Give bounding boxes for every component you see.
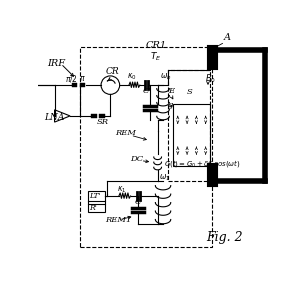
Text: $\omega_1$: $\omega_1$ bbox=[159, 172, 170, 182]
Text: CR: CR bbox=[106, 67, 119, 76]
Text: A: A bbox=[224, 33, 230, 43]
Text: Fig. 2: Fig. 2 bbox=[206, 231, 243, 244]
Bar bbox=[168, 70, 210, 181]
Text: $\pi$: $\pi$ bbox=[79, 74, 86, 83]
Text: R': R' bbox=[89, 204, 97, 212]
Text: $\kappa_0$: $\kappa_0$ bbox=[128, 71, 137, 82]
Text: $T_E$: $T_E$ bbox=[150, 51, 161, 63]
Text: $G(t) = G_0 + \delta Gcos(\omega t)$: $G(t) = G_0 + \delta Gcos(\omega t)$ bbox=[164, 158, 240, 170]
Text: CR1: CR1 bbox=[146, 41, 167, 50]
Text: REM: REM bbox=[115, 129, 136, 137]
Text: IRF: IRF bbox=[48, 59, 66, 68]
Bar bbox=[173, 104, 210, 166]
Text: E: E bbox=[168, 87, 174, 95]
Text: LNA: LNA bbox=[44, 113, 64, 122]
Bar bbox=[88, 191, 105, 201]
Text: REM1: REM1 bbox=[105, 216, 131, 224]
Text: DC: DC bbox=[130, 155, 144, 163]
Text: $B_0$: $B_0$ bbox=[205, 72, 216, 85]
Bar bbox=[80, 47, 212, 247]
Text: $\omega_b$: $\omega_b$ bbox=[160, 72, 172, 82]
Bar bbox=[92, 114, 97, 118]
Text: SR: SR bbox=[97, 118, 109, 126]
Text: $\kappa_1$: $\kappa_1$ bbox=[117, 184, 127, 195]
Text: C: C bbox=[135, 198, 142, 206]
Bar bbox=[80, 83, 85, 87]
Text: LT': LT' bbox=[89, 192, 101, 200]
Bar bbox=[72, 83, 77, 87]
Bar bbox=[99, 114, 104, 118]
Bar bbox=[88, 204, 105, 212]
Text: C': C' bbox=[143, 87, 152, 95]
Text: $\pi/2$: $\pi/2$ bbox=[64, 73, 77, 84]
Text: g: g bbox=[168, 101, 173, 109]
Text: S: S bbox=[186, 88, 192, 96]
